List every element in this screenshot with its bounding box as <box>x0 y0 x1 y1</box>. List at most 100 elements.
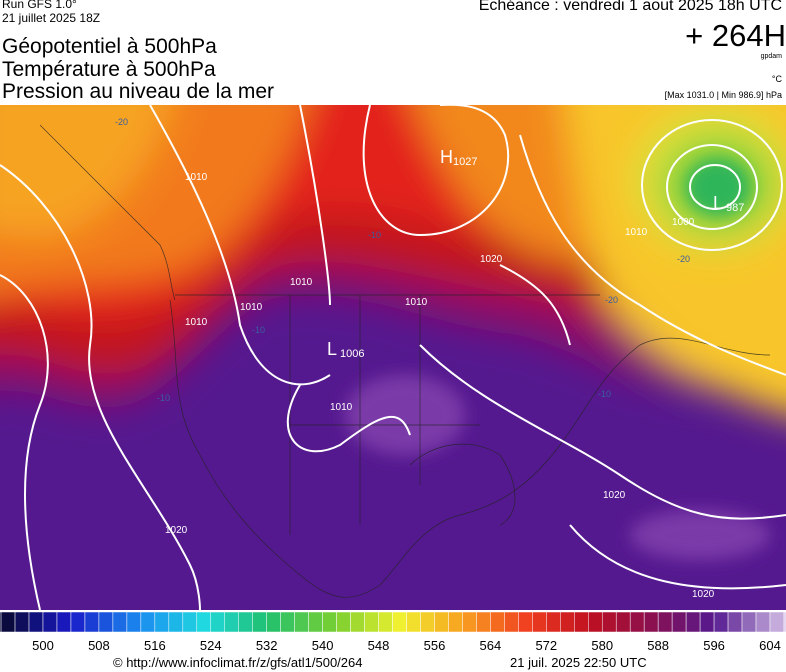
colorbar-swatch <box>84 611 100 633</box>
isobar-label: 1010 <box>185 317 208 328</box>
colorbar-swatch <box>56 611 72 633</box>
colorbar-swatch <box>671 611 687 633</box>
colorbar-swatch <box>476 611 491 633</box>
colorbar-swatch <box>448 611 463 633</box>
colorbar-swatch <box>755 611 771 633</box>
colorbar-swatch <box>462 611 477 633</box>
colorbar-swatch <box>504 611 519 633</box>
colorbar-swatch <box>140 611 156 633</box>
run: Run GFS 1.0° <box>2 0 77 11</box>
isobar-label: 1010 <box>185 172 208 183</box>
isobar-label: 1020 <box>692 589 715 600</box>
colorbar-swatch <box>657 611 673 633</box>
temperature-label: -20 <box>677 254 690 264</box>
pressure-value: 1027 <box>453 156 477 168</box>
pressure-center: L <box>327 339 337 359</box>
colorbar-swatch <box>601 611 617 633</box>
isobar-label: 1010 <box>290 277 313 288</box>
colorbar-tick-label: 500 <box>32 638 54 653</box>
colorbar-swatch <box>769 611 785 633</box>
temperature-label: -20 <box>115 117 128 127</box>
colorbar-swatch <box>70 611 86 633</box>
colorbar-swatch <box>350 611 365 633</box>
colorbar-swatch <box>685 611 701 633</box>
colorbar-swatch <box>294 611 309 633</box>
colorbar-swatch <box>168 611 184 633</box>
colorbar-tick-label: 580 <box>591 638 613 653</box>
colorbar-swatch <box>727 611 743 633</box>
coastlines <box>39 124 771 598</box>
title: Géopotentiel à 500hPa <box>2 35 217 58</box>
footer-url: © http://www.infoclimat.fr/z/gfs/atl1/50… <box>113 655 363 670</box>
colorbar-tick-label: 548 <box>368 638 390 653</box>
colorbar-swatch <box>112 611 128 633</box>
colorbar-swatch <box>406 611 421 633</box>
isobar-label: 1000 <box>672 217 695 228</box>
colorbar-tick-label: 572 <box>535 638 557 653</box>
horizon: + 264H <box>685 18 786 53</box>
colorbar-swatch <box>420 611 435 633</box>
colorbar-swatch <box>741 611 757 633</box>
colorbar-swatch <box>154 611 170 633</box>
colorbar-swatch <box>308 611 323 633</box>
colorbar-swatch <box>643 611 659 633</box>
title: Température à 500hPa <box>2 58 216 81</box>
colorbar-swatch <box>266 611 281 633</box>
isobar-label: 1020 <box>603 490 626 501</box>
colorbar-tick-label: 596 <box>703 638 725 653</box>
colorbar-swatch <box>0 611 16 633</box>
colorbar-tick-label: 556 <box>424 638 446 653</box>
colorbar-swatch <box>518 611 533 633</box>
colorbar-swatch <box>574 611 589 633</box>
colorbar-swatch <box>392 611 407 633</box>
range: [Max 1031.0 | Min 986.9] hPa <box>664 90 782 100</box>
colorbar-swatch <box>615 611 631 633</box>
colorbar-swatch <box>252 611 267 633</box>
temperature-label: -20 <box>605 295 618 305</box>
colorbar-tick-label: 532 <box>256 638 278 653</box>
colorbar-swatch <box>196 611 212 633</box>
colorbar-swatch <box>42 611 58 633</box>
isobar-label: 1010 <box>405 297 428 308</box>
colorbar-swatch <box>28 611 44 633</box>
colorbar-swatch <box>783 611 786 633</box>
pressure-center: H <box>440 147 453 167</box>
colorbar-swatch <box>280 611 295 633</box>
colorbar-swatch <box>560 611 575 633</box>
isobar-label: 1010 <box>625 227 648 238</box>
colorbar-swatch <box>532 611 547 633</box>
colorbar-tick-label: 508 <box>88 638 110 653</box>
temperature-label: -10 <box>598 389 611 399</box>
colorbar-swatch <box>588 611 603 633</box>
colorbar-tick-label: 540 <box>312 638 334 653</box>
colorbar-swatch <box>224 611 239 633</box>
colorbar-swatch <box>210 611 225 633</box>
colorbar-swatch <box>364 611 379 633</box>
colorbar-tick-label: 604 <box>759 638 781 653</box>
isobars <box>0 105 786 610</box>
isobar-label: 1010 <box>240 302 263 313</box>
colorbar-swatch <box>322 611 337 633</box>
colorbar-swatch <box>490 611 505 633</box>
echeance: Echéance : vendredi 1 aout 2025 18h UTC <box>478 0 782 14</box>
colorbar-swatch <box>713 611 729 633</box>
temperature-label: -10 <box>157 393 170 403</box>
colorbar-swatch <box>126 611 142 633</box>
title: Pression au niveau de la mer <box>2 80 274 103</box>
colorbar-swatch <box>182 611 198 633</box>
pressure-center: L <box>713 193 723 213</box>
colorbar-swatch <box>378 611 393 633</box>
colorbar-swatch <box>546 611 561 633</box>
unit: °C <box>771 74 782 84</box>
run-date: 21 juillet 2025 18Z <box>2 11 101 25</box>
isobar-label: 1020 <box>480 254 503 265</box>
unit: gpdam <box>760 53 782 60</box>
colorbar-tick-label: 516 <box>144 638 166 653</box>
colorbar-swatch <box>336 611 351 633</box>
colorbar-tick-label: 524 <box>200 638 222 653</box>
colorbar-tick-label: 588 <box>647 638 669 653</box>
isobar-label: 1010 <box>330 402 353 413</box>
temperature-label: -10 <box>368 230 381 240</box>
